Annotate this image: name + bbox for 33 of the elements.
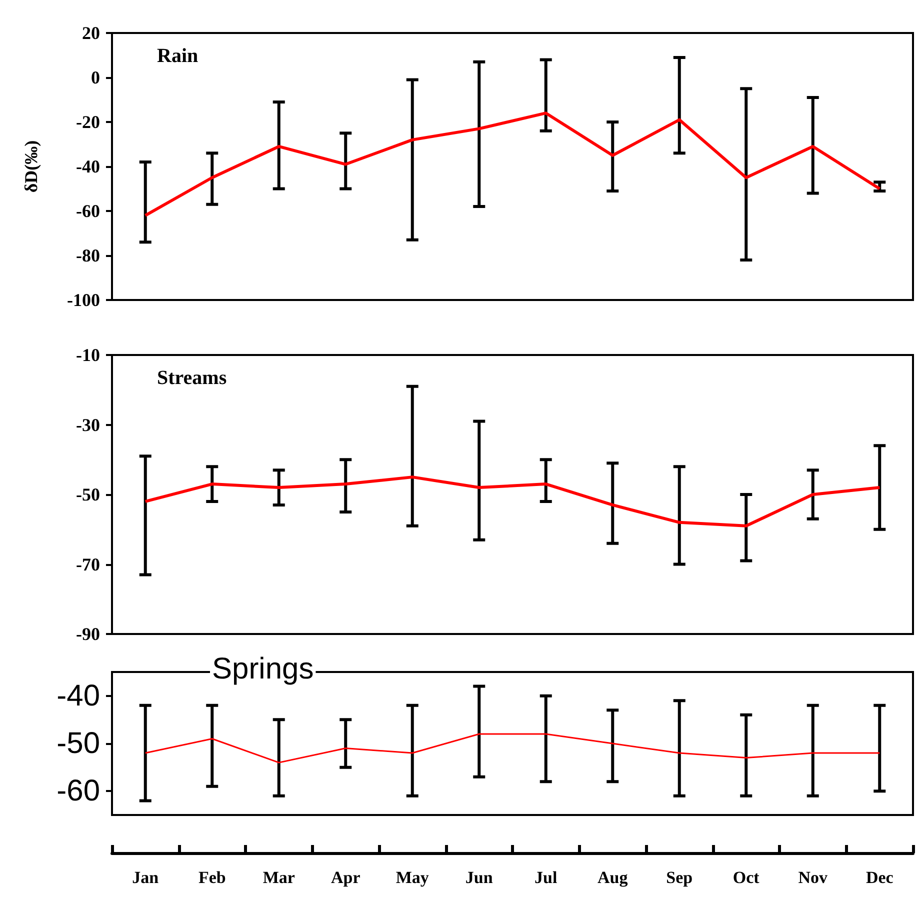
line-series [144, 112, 882, 217]
line-series [144, 733, 880, 764]
y-tick-label: -40 [76, 156, 100, 176]
x-tick-label: Aug [598, 868, 628, 887]
y-tick-label: -50 [76, 484, 100, 504]
x-tick-label: Jun [465, 868, 494, 887]
x-tick-label: Feb [198, 868, 226, 887]
x-tick-label: Oct [732, 868, 760, 887]
y-tick-label: -90 [76, 624, 100, 644]
x-tick-label: Jul [534, 868, 558, 887]
y-tick-label: 0 [91, 68, 100, 88]
x-tick-label: Jan [132, 868, 160, 887]
x-tick-label: Nov [798, 868, 828, 887]
y-tick-label: -100 [67, 290, 100, 310]
x-tick-label: May [396, 868, 430, 887]
y-tick-label: 20 [82, 23, 100, 43]
x-tick-label: Apr [330, 868, 361, 887]
y-tick-label: -30 [76, 414, 100, 435]
y-tick-label: -20 [76, 112, 100, 132]
chart-title: Springs [212, 652, 314, 686]
y-tick-label: -50 [56, 727, 100, 760]
y-tick-label: -10 [76, 345, 100, 365]
x-tick-label: Mar [262, 868, 296, 887]
text: Streams [157, 367, 227, 389]
y-tick-label: -40 [56, 679, 100, 712]
y-axis-title: δD(‰) [21, 140, 41, 193]
y-tick-label: -60 [76, 201, 100, 221]
y-tick-label: -80 [76, 246, 100, 266]
x-tick-label: Sep [666, 868, 693, 887]
y-tick-label: -70 [76, 554, 100, 574]
x-tick-label: Dec [866, 868, 894, 887]
y-tick-label: -60 [56, 774, 100, 808]
text: Rain [157, 45, 198, 67]
